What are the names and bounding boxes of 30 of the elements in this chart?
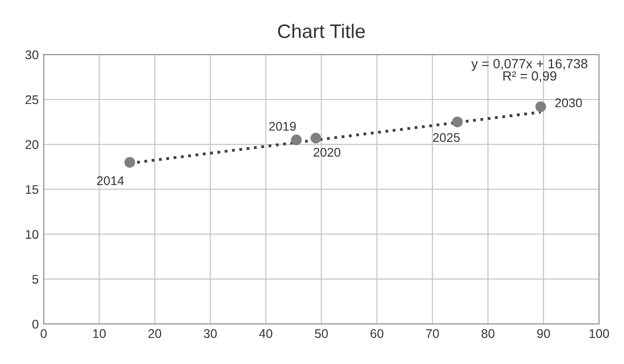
- point: [535, 101, 546, 112]
- x-tick-label: 10: [93, 329, 106, 338]
- y-tick-label: 0: [32, 320, 38, 329]
- chart-title: Chart Title: [278, 24, 365, 38]
- x-tick-label: 70: [426, 329, 439, 338]
- annotation: 2030: [555, 98, 582, 108]
- x-tick-label: 80: [482, 329, 494, 338]
- annotation: 2019: [269, 122, 296, 131]
- x-tick-label: 40: [259, 329, 272, 338]
- y-tick-label: 25: [26, 95, 38, 104]
- y-tick-label: 10: [26, 230, 38, 239]
- x-tick-label: 60: [370, 329, 384, 338]
- point: [124, 156, 136, 168]
- point: [310, 132, 322, 144]
- annotation: 2025: [433, 133, 460, 142]
- x-tick-label: 50: [314, 329, 328, 338]
- x-tick-label: 0: [40, 329, 47, 338]
- annotation: 2014: [97, 176, 124, 186]
- annotation: y = 0,077x + 16,738 R² = 0,99: [471, 58, 588, 82]
- x-tick-label: 100: [590, 329, 609, 338]
- x-tick-label: 30: [204, 329, 217, 338]
- point: [452, 116, 463, 128]
- y-tick-label: 15: [26, 185, 38, 194]
- x-tick-label: 90: [537, 329, 550, 338]
- x-tick-label: 20: [148, 329, 162, 338]
- annotation: 2020: [314, 148, 340, 157]
- point: [291, 134, 302, 146]
- y-tick-label: 5: [32, 274, 38, 284]
- y-tick-label: 30: [25, 50, 38, 60]
- y-tick-label: 20: [26, 140, 38, 150]
